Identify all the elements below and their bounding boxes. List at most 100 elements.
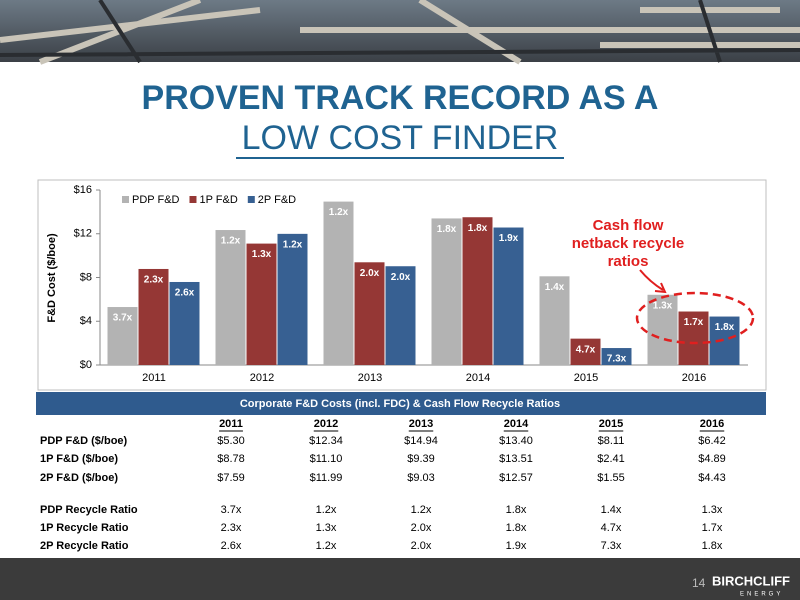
data-label: 1.9x — [499, 233, 519, 244]
banner-photo — [0, 0, 800, 65]
table-cell: 2.6x — [221, 540, 242, 552]
bar — [431, 218, 462, 365]
bar — [323, 201, 354, 365]
table-cell: $4.43 — [698, 472, 726, 484]
data-label: 2.3x — [144, 275, 164, 286]
bar — [246, 243, 277, 365]
data-label: 1.8x — [437, 224, 457, 235]
table-cell: $9.03 — [407, 472, 435, 484]
column-header: 2016 — [700, 418, 724, 430]
table-cell: 1.4x — [601, 504, 622, 516]
legend-swatch — [247, 196, 255, 203]
footer-bar — [0, 558, 800, 600]
data-label: 7.3x — [607, 354, 627, 365]
table-cell: 1.3x — [702, 504, 723, 516]
column-header: 2012 — [314, 418, 338, 430]
column-header: 2015 — [599, 418, 623, 430]
bar — [601, 348, 632, 365]
y-tick-label: $12 — [74, 228, 92, 240]
table-cell: 1.9x — [506, 540, 527, 552]
logo: BIRCHCLIFF — [712, 573, 790, 588]
data-label: 2.6x — [175, 288, 195, 299]
legend-swatch — [189, 196, 197, 203]
table-cell: 1.7x — [702, 522, 723, 534]
data-label: 1.8x — [468, 223, 488, 234]
data-label: 2.0x — [360, 268, 380, 279]
table: 2011 2012 2013 2014 2015 2016 PDP F&D ($/boe) $… — [40, 418, 726, 552]
data-label: 1.2x — [221, 236, 241, 247]
row-label: 1P Recycle Ratio — [40, 522, 129, 534]
table-cell: 1.3x — [316, 522, 337, 534]
data-label: 1.8x — [715, 322, 735, 333]
y-tick-label: $4 — [80, 315, 92, 327]
data-label: 2.0x — [391, 272, 411, 283]
table-cell: $2.41 — [597, 453, 625, 465]
legend-label: 1P F&D — [199, 194, 237, 206]
y-tick-label: $16 — [74, 184, 92, 196]
table-cell: $14.94 — [404, 435, 438, 447]
row-label: 1P F&D ($/boe) — [40, 453, 118, 465]
row-label: PDP Recycle Ratio — [40, 504, 138, 516]
legend-swatch — [122, 196, 129, 203]
legend-label: 2P F&D — [258, 194, 296, 206]
x-tick-label: 2016 — [682, 372, 706, 384]
table-cell: 2.0x — [411, 540, 432, 552]
table-cell: $4.89 — [698, 453, 726, 465]
y-axis-label: F&D Cost ($/boe) — [46, 233, 58, 323]
annotation-text: netback recycle — [572, 235, 685, 252]
annotation: Cash flow netback recycle ratios — [572, 217, 755, 345]
table-cell: 1.2x — [316, 540, 337, 552]
table-cell: 3.7x — [221, 504, 242, 516]
table-cell: 7.3x — [601, 540, 622, 552]
data-label: 1.2x — [329, 207, 349, 218]
row-label: 2P Recycle Ratio — [40, 540, 129, 552]
table-cell: $1.55 — [597, 472, 625, 484]
data-label: 1.4x — [545, 282, 565, 293]
bar — [678, 311, 709, 365]
data-label: 1.7x — [684, 317, 704, 328]
logo-sub: ENERGY — [740, 592, 783, 598]
table-cell: $13.51 — [499, 453, 533, 465]
table-cell: 4.7x — [601, 522, 622, 534]
table-cell: $5.30 — [217, 435, 245, 447]
data-label: 3.7x — [113, 313, 133, 324]
table-cell: 1.2x — [316, 504, 337, 516]
bar — [169, 281, 200, 365]
table-cell: 2.0x — [411, 522, 432, 534]
data-label: 1.2x — [283, 240, 303, 251]
y-tick-label: $8 — [80, 271, 92, 283]
table-cell: 1.8x — [506, 522, 527, 534]
bar — [462, 217, 493, 365]
data-label: 1.3x — [653, 300, 673, 311]
x-tick-label: 2011 — [142, 372, 166, 384]
table-cell: $6.42 — [698, 435, 726, 447]
table-cell: $7.59 — [217, 472, 245, 484]
table-cell: $8.11 — [598, 435, 625, 447]
table-cell: $11.99 — [310, 472, 343, 484]
title: PROVEN TRACK RECORD AS A — [142, 79, 659, 117]
x-tick-label: 2014 — [466, 372, 490, 384]
row-label: PDP F&D ($/boe) — [40, 435, 128, 447]
table-cell: 2.3x — [221, 522, 242, 534]
table-cell: 1.2x — [411, 504, 432, 516]
bar — [277, 233, 308, 365]
column-header: 2014 — [504, 418, 529, 430]
bar — [493, 227, 524, 365]
bar — [570, 338, 601, 365]
y-tick-label: $0 — [80, 359, 92, 371]
bar — [539, 276, 570, 365]
x-tick-label: 2015 — [574, 372, 598, 384]
table-header — [36, 392, 766, 415]
title: LOW COST FINDER — [242, 119, 559, 157]
table-cell: 1.8x — [506, 504, 527, 516]
chart: $0 $4 $8 $12 $16 2011 3.7x 2.3x 2.6x 2012 1.2x 1.3x… — [74, 184, 748, 384]
table-cell: $8.78 — [217, 453, 245, 465]
bar — [647, 294, 678, 365]
row-label: 2P F&D ($/boe) — [40, 472, 118, 484]
bar — [107, 307, 138, 365]
legend-label: PDP F&D — [132, 194, 180, 206]
page-number: 14 — [692, 576, 706, 590]
table-cell: $12.57 — [499, 472, 533, 484]
column-header: 2011 — [219, 418, 243, 430]
